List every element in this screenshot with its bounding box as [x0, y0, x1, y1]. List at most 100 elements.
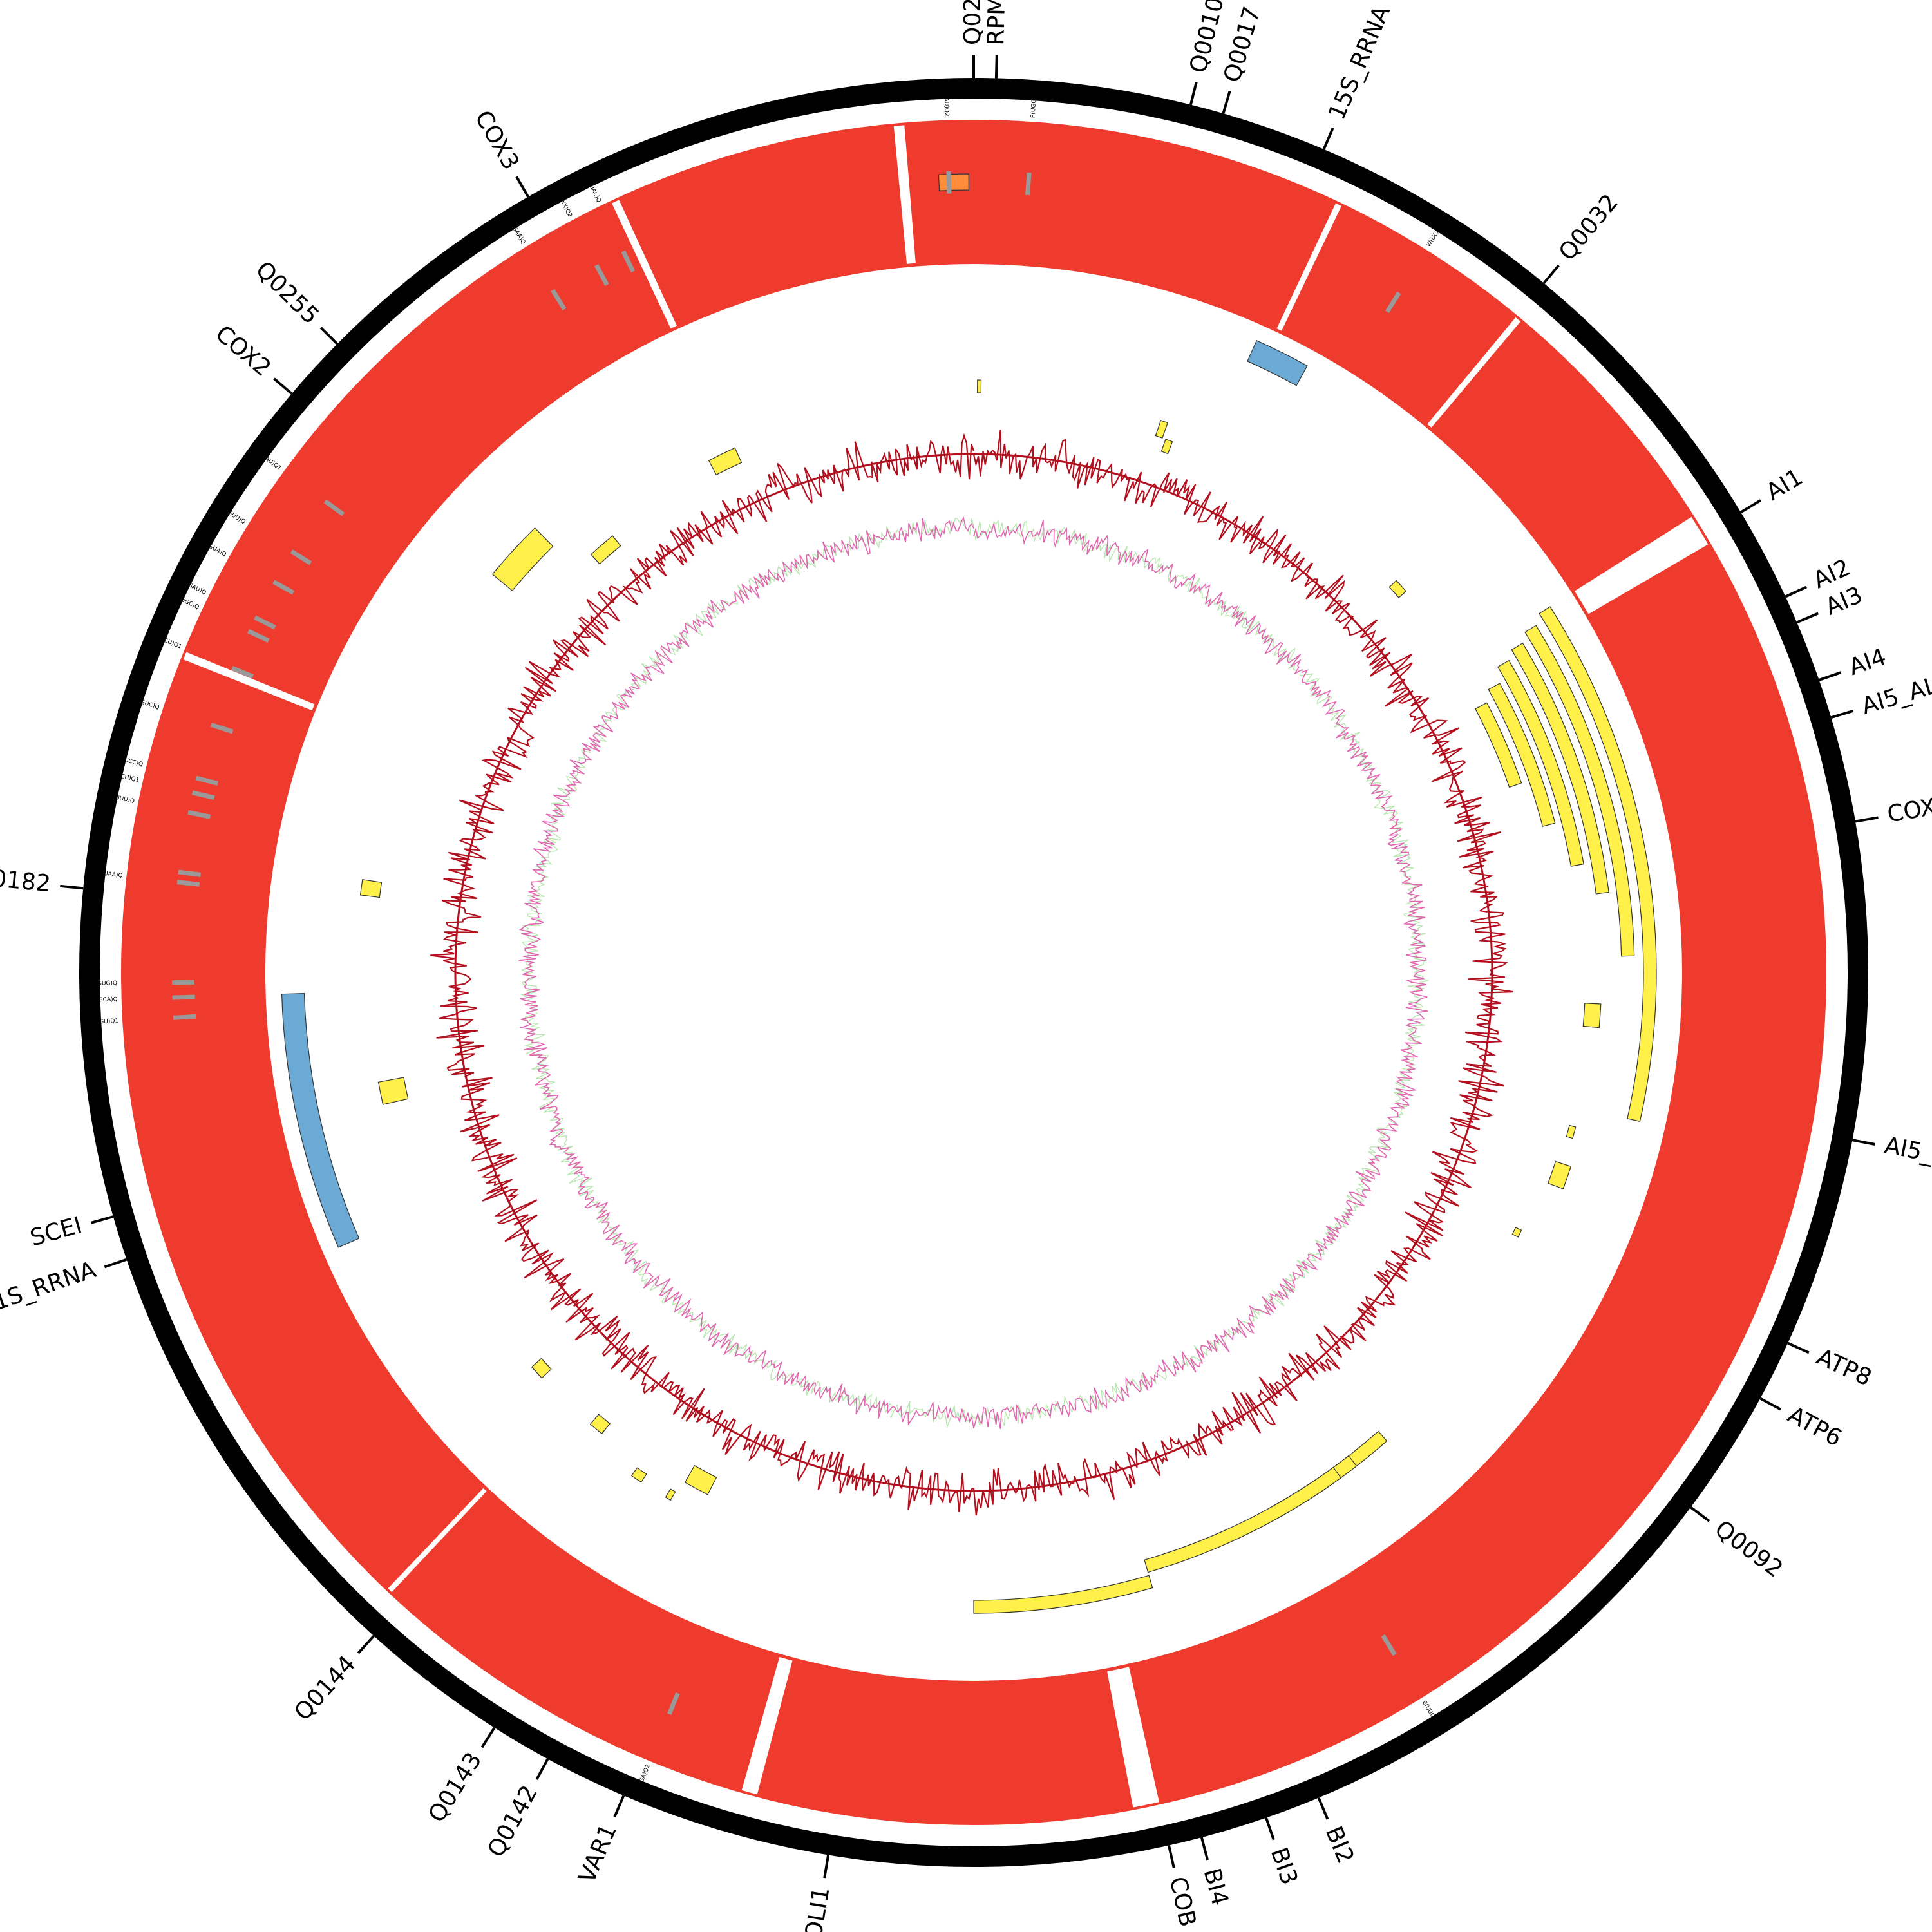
backbone-ring	[79, 78, 1868, 1867]
trna-mark	[172, 994, 195, 1000]
coding-feature	[377, 1077, 409, 1105]
trna-mark	[254, 615, 276, 630]
gene-label: COX2	[210, 321, 276, 382]
gc-skew-track	[518, 516, 1430, 1429]
gene-tick	[1189, 82, 1198, 105]
coverage-track	[121, 120, 1826, 1825]
gene-tick	[1819, 671, 1842, 681]
coverage-gap	[893, 125, 916, 264]
gene-tick	[1785, 585, 1808, 598]
gene-label: Q0297	[960, 0, 986, 45]
gene-label: VAR1	[574, 1821, 622, 1887]
gene-tick	[1796, 612, 1819, 624]
trna-label: L(UAA)Q	[98, 870, 123, 879]
coding-feature	[359, 879, 383, 898]
coverage-gap	[388, 1488, 487, 1593]
backbone-circle	[79, 78, 1868, 1867]
gc-content-line	[430, 430, 1513, 1516]
gene-tick	[1168, 1845, 1175, 1869]
trna-label: P(UGG)Q	[1030, 92, 1038, 118]
coding-feature	[973, 1575, 1153, 1614]
gene-label: Q0144	[289, 1651, 361, 1725]
trna-mark	[323, 499, 345, 516]
gene-label: BI2	[1320, 1823, 1359, 1868]
gene-tick	[90, 1215, 114, 1224]
trna-label: M(CAU)Q2	[942, 86, 949, 117]
trna-mark	[667, 1692, 680, 1716]
coding-feature	[1524, 625, 1635, 957]
coding-feature	[1582, 1003, 1602, 1028]
gene-label: Q0032	[1554, 189, 1624, 266]
gene-tick	[515, 176, 529, 198]
gene-tick	[1855, 816, 1879, 823]
coding-feature	[1566, 1124, 1577, 1139]
coverage-gap	[741, 1657, 793, 1795]
gene-tick	[1200, 1837, 1209, 1861]
gene-label: COX1	[1886, 791, 1932, 828]
gene-tick	[1740, 499, 1762, 514]
gene-tick	[104, 1258, 128, 1269]
coding-feature	[1488, 683, 1556, 827]
gene-label: 15S_RRNA	[1323, 2, 1396, 124]
trna-mark	[231, 665, 254, 679]
gene-label: Q0142	[483, 1781, 543, 1862]
coding-feature	[531, 1358, 552, 1379]
gene-tick	[319, 327, 339, 345]
coding-feature	[665, 1488, 676, 1501]
gene-label: Q0092	[1710, 1515, 1788, 1583]
trna-mark	[191, 790, 215, 800]
coding-feature	[684, 1464, 717, 1495]
rrna-21s-feature	[281, 993, 360, 1248]
gene-label: COB	[1164, 1875, 1201, 1929]
coverage-gap	[1574, 516, 1709, 614]
coding-feature	[1539, 606, 1657, 1122]
trna-mark	[173, 1014, 196, 1020]
gene-tick	[1542, 264, 1560, 285]
coverage-gap	[1427, 317, 1521, 428]
gene-label: RPM1	[983, 0, 1011, 46]
coverage-gap	[1107, 1667, 1159, 1808]
coding-feature	[590, 535, 621, 565]
coding-feature	[708, 447, 743, 476]
trna-mark	[594, 263, 609, 287]
trna-mark	[272, 580, 295, 595]
gene-label: Q0143	[424, 1748, 488, 1827]
gene-tick	[273, 377, 293, 395]
gene-tick	[535, 1758, 549, 1780]
trna-mark	[195, 775, 218, 786]
coding-feature	[1475, 702, 1522, 788]
gene-label: AI1	[1762, 464, 1808, 506]
gene-label: ATP6	[1783, 1401, 1846, 1452]
rrna-15s-feature	[1247, 340, 1308, 386]
gene-label: Q0017	[1219, 4, 1266, 86]
gene-tick	[1759, 1397, 1781, 1411]
gene-tick	[1852, 1139, 1876, 1146]
coverage-ring	[121, 120, 1826, 1825]
orange-feature	[938, 173, 969, 191]
trna-mark	[290, 549, 312, 565]
gene-tick	[1690, 1506, 1710, 1522]
gene-tick	[1322, 127, 1334, 150]
gene-tick	[60, 884, 84, 890]
gene-label: AI4	[1846, 643, 1889, 681]
gene-tick	[357, 1634, 375, 1654]
gene-tick	[613, 1795, 625, 1818]
gene-label: COX3	[469, 106, 524, 175]
coding-feature	[589, 1414, 611, 1435]
gene-tick	[480, 1727, 496, 1748]
coverage-gap	[611, 200, 677, 329]
trna-mark	[187, 810, 211, 819]
trna-mark	[176, 880, 200, 887]
coding-feature	[491, 527, 554, 592]
trna-mark	[247, 629, 270, 643]
coding-feature	[1388, 580, 1407, 598]
coding-feature	[1511, 1227, 1522, 1238]
coding-feature	[630, 1467, 647, 1483]
trna-mark	[178, 869, 201, 877]
coding-feature	[1160, 439, 1173, 455]
coverage-gap	[183, 652, 315, 711]
coding-feature	[1548, 1160, 1572, 1189]
gene-tick	[1830, 709, 1854, 719]
